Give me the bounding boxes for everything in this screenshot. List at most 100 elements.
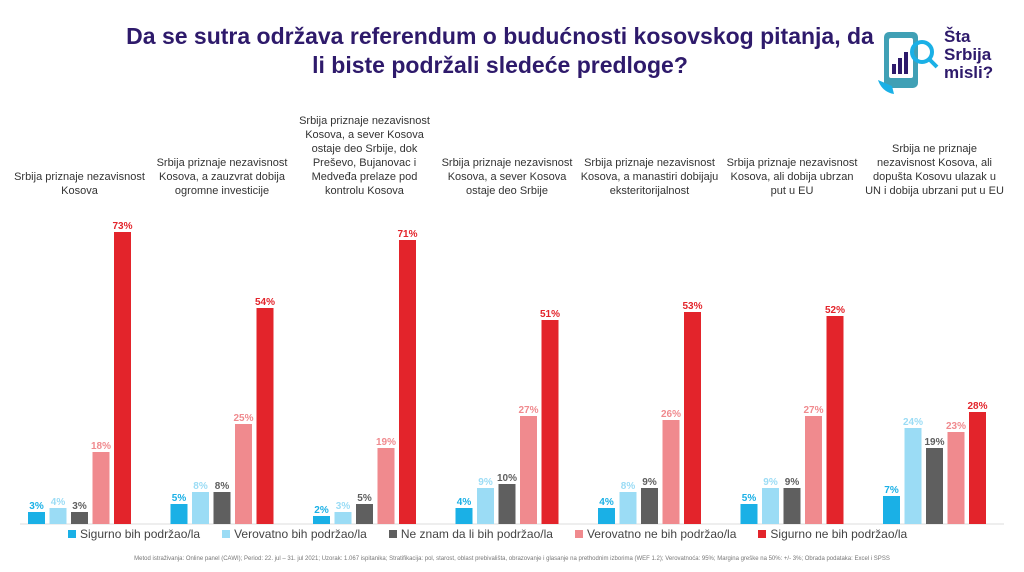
data-label: 5% (172, 493, 187, 504)
data-label: 8% (193, 481, 208, 492)
data-label: 3% (29, 501, 44, 512)
data-label: 5% (357, 493, 372, 504)
bar (619, 492, 637, 524)
data-label: 54% (255, 297, 275, 308)
bar (783, 488, 801, 524)
legend-label: Ne znam da li bih podržao/la (400, 527, 553, 541)
category-label: Srbija priznaje nezavisnost Kosova (14, 171, 145, 197)
data-label: 18% (91, 441, 111, 452)
bar (740, 504, 758, 524)
bar (904, 428, 922, 524)
data-label: 8% (215, 481, 230, 492)
logo (874, 20, 1014, 100)
category-label: Srbija priznaje nezavisnost Kosova, ali … (726, 157, 858, 197)
bar (92, 452, 110, 524)
legend-item: Sigurno ne bih podržao/la (758, 527, 907, 541)
data-label: 52% (825, 305, 845, 316)
bar (498, 484, 516, 524)
data-label: 19% (924, 437, 944, 448)
data-label: 73% (112, 221, 132, 232)
legend-label: Verovatno ne bih podržao/la (586, 527, 737, 541)
bar (662, 420, 680, 524)
data-label: 23% (946, 421, 966, 432)
bar (826, 316, 844, 524)
data-label: 27% (803, 405, 823, 416)
bar (256, 308, 274, 524)
bar (170, 504, 188, 524)
category-label: Srbija priznaje nezavisnost Kosova, a se… (299, 115, 430, 197)
bar (334, 512, 352, 524)
data-label: 5% (742, 493, 757, 504)
logo-line: Šta (944, 27, 971, 46)
bar (235, 424, 252, 524)
data-label: 53% (682, 301, 702, 312)
data-label: 4% (457, 497, 472, 508)
data-label: 71% (397, 229, 417, 240)
data-label: 27% (518, 405, 538, 416)
category-label: Srbija ne priznaje nezavisnost Kosova, a… (865, 143, 1004, 197)
data-label: 51% (540, 309, 560, 320)
legend-label: Verovatno bih podržao/la (234, 527, 367, 541)
data-label: 2% (314, 505, 329, 516)
legend-swatch (574, 530, 583, 538)
bar (377, 448, 395, 524)
data-label: 9% (785, 477, 800, 488)
category-label: Srbija priznaje nezavisnost Kosova, a se… (441, 157, 573, 197)
bar (455, 508, 473, 524)
bar (356, 504, 373, 524)
footnote: Metod istraživanja: Online panel (CAWI);… (134, 556, 890, 562)
smartphone-chart-icon (878, 32, 939, 94)
bar (762, 488, 779, 524)
bar (192, 492, 209, 524)
legend-item: Verovatno bih podržao/la (222, 527, 367, 541)
legend-swatch (68, 530, 76, 538)
category-label: Srbija priznaje nezavisnost Kosova, a za… (156, 157, 288, 197)
category-label: Srbija priznaje nezavisnost Kosova, a ma… (580, 157, 719, 197)
bar (684, 312, 701, 524)
bar (313, 516, 330, 524)
data-label: 9% (478, 477, 493, 488)
logo-line: Srbija (944, 45, 992, 64)
data-label: 8% (621, 481, 636, 492)
data-label: 9% (642, 477, 657, 488)
data-label: 3% (336, 501, 351, 512)
bar (71, 512, 88, 524)
legend: Sigurno bih podržao/la Verovatno bih podr… (68, 527, 968, 541)
data-label: 4% (51, 497, 66, 508)
bar (49, 508, 67, 524)
bar (641, 488, 658, 524)
legend-swatch (222, 530, 231, 538)
legend-label: Sigurno ne bih podržao/la (770, 527, 908, 541)
legend-item: Verovatno ne bih podržao/la (574, 527, 737, 541)
legend-swatch (758, 530, 767, 538)
legend-item: Ne znam da li bih podržao/la (388, 527, 553, 541)
data-label: 3% (72, 501, 87, 512)
data-label: 24% (903, 417, 923, 428)
data-label: 9% (763, 477, 778, 488)
data-label: 25% (233, 413, 253, 424)
bar (28, 512, 45, 524)
bar (477, 488, 494, 524)
bar (541, 320, 559, 524)
data-label: 10% (497, 473, 517, 484)
legend-item: Sigurno bih podržao/la (68, 527, 200, 541)
bar (114, 232, 131, 524)
data-label: 26% (661, 409, 681, 420)
bar (805, 416, 822, 524)
bar (598, 508, 615, 524)
bar (399, 240, 416, 524)
logo-line: misli? (944, 63, 994, 82)
bar (947, 432, 965, 524)
bar (520, 416, 537, 524)
data-label: 19% (376, 437, 396, 448)
data-label: 4% (599, 497, 614, 508)
legend-swatch (388, 530, 397, 538)
data-label: 28% (967, 401, 987, 412)
bar (213, 492, 231, 524)
page-title: Da se sutra održava referendum o budućno… (126, 23, 874, 78)
logo-text: Šta Srbija misli? (944, 28, 1014, 82)
bar (926, 448, 943, 524)
data-label: 7% (884, 485, 899, 496)
legend-label: Sigurno bih podržao/la (80, 527, 201, 541)
